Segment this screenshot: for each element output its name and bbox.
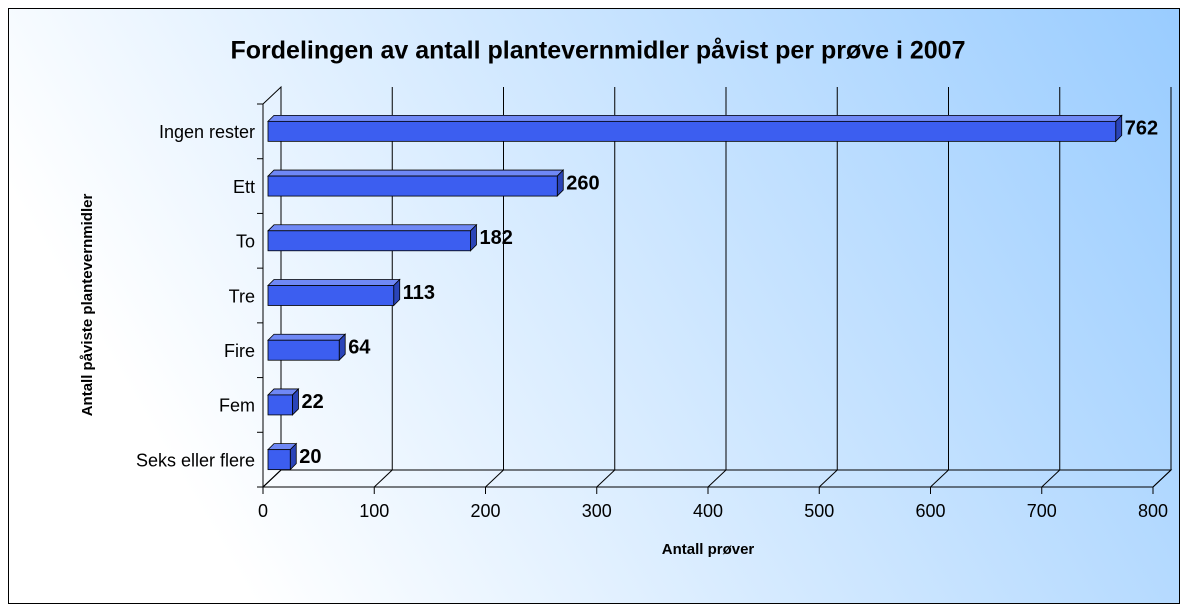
- value-label: 22: [301, 391, 323, 413]
- y-tick-label: Ett: [233, 177, 255, 197]
- bar-top: [267, 224, 478, 232]
- floor-line: [930, 469, 949, 488]
- bar-top: [267, 169, 565, 177]
- bar-top: [267, 333, 347, 341]
- x-tick-label: 400: [693, 501, 723, 521]
- bar: [267, 230, 471, 252]
- x-tick-label: 500: [804, 501, 834, 521]
- x-tick-label: 0: [258, 501, 268, 521]
- y-axis-title: Antall påviste plantevernmidler: [79, 194, 96, 417]
- chart-frame: [8, 8, 1180, 604]
- y-tick-label: Fire: [224, 341, 255, 361]
- x-tick-label: 700: [1027, 501, 1057, 521]
- x-tick-label: 200: [470, 501, 500, 521]
- bar: [267, 449, 291, 471]
- bar-top: [267, 279, 401, 286]
- x-tick-label: 300: [582, 501, 612, 521]
- floor-line: [373, 469, 393, 488]
- x-tick-label: 100: [359, 501, 389, 521]
- y-tick-label: Tre: [229, 286, 255, 306]
- floor-line: [1041, 469, 1061, 488]
- x-tick-label: 600: [915, 501, 945, 521]
- floor-line: [818, 469, 838, 488]
- value-label: 182: [479, 227, 512, 249]
- y-tick-label: Fem: [219, 396, 255, 416]
- floor-line: [485, 469, 504, 488]
- value-label: 260: [566, 172, 599, 194]
- bar: [267, 120, 1117, 142]
- bar: [267, 339, 340, 361]
- value-label: 64: [348, 336, 371, 358]
- bar: [267, 394, 293, 416]
- y-tick-label: Seks eller flere: [136, 450, 255, 470]
- bar: [267, 285, 395, 306]
- y-tick-label: To: [236, 232, 255, 252]
- x-axis-title: Antall prøver: [662, 541, 755, 558]
- x-tick-label: 800: [1138, 501, 1168, 521]
- floor-line: [262, 469, 282, 488]
- bar: [267, 175, 558, 197]
- value-label: 113: [403, 282, 435, 304]
- value-label: 762: [1125, 118, 1158, 140]
- bar-top: [267, 114, 1123, 122]
- floor-line: [596, 469, 616, 488]
- chart-title: Fordelingen av antall plantevernmidler p…: [231, 37, 966, 65]
- y-tick-label: Ingen rester: [159, 122, 255, 142]
- floor-line: [1152, 469, 1172, 488]
- value-label: 20: [299, 446, 321, 468]
- floor-line: [707, 469, 727, 488]
